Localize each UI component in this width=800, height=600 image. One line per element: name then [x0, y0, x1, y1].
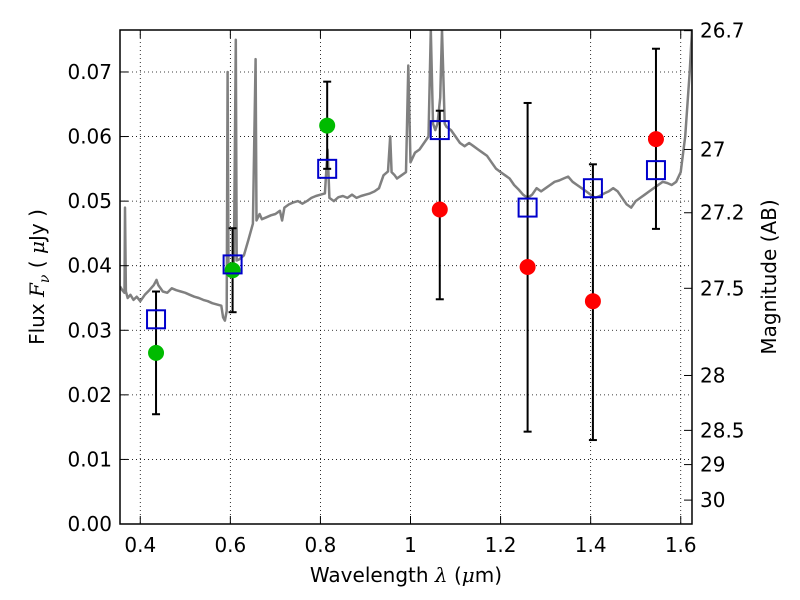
y-axis-ticks: 0.00 0.01 0.02 0.03 0.04 0.05 0.06 0.07 [67, 60, 128, 536]
plot-frame [119, 29, 693, 525]
x-tick-label: 1.6 [665, 533, 697, 557]
plot-area [120, 30, 692, 442]
observed-point [584, 293, 601, 310]
x-tick-label: 1 [404, 533, 417, 557]
observed-point [148, 344, 165, 361]
x-tick-label: 1.2 [485, 533, 517, 557]
y2-axis-ticks: 26.7 27 27.2 27.5 28 28.5 29 30 [684, 19, 745, 512]
y2-tick-label: 26.7 [700, 19, 745, 43]
y2-tick-label: 28 [700, 363, 725, 387]
model-point [429, 120, 450, 141]
model-point [582, 178, 603, 199]
model-point [517, 197, 538, 218]
observed-point [224, 262, 241, 279]
x-tick-label: 0.6 [214, 533, 246, 557]
observed-point [647, 131, 664, 148]
y2-tick-label: 27.2 [700, 201, 745, 225]
model-point [222, 254, 243, 275]
model-point [645, 160, 666, 181]
y-tick-label: 0.07 [67, 60, 112, 84]
observed-point [519, 258, 536, 275]
x-axis-label: Wavelength λ (μm) [310, 563, 502, 587]
y-tick-label: 0.01 [67, 447, 112, 471]
y2-axis-label: Magnitude (AB) [757, 199, 781, 354]
y-axis-label: Flux Fν ( μJy ) [25, 209, 53, 345]
y2-tick-label: 27 [700, 137, 725, 161]
x-tick-label: 0.4 [124, 533, 156, 557]
spectrum-line [120, 30, 692, 322]
x-tick-label: 1.4 [575, 533, 607, 557]
x-tick-label: 0.8 [305, 533, 337, 557]
model-point [317, 158, 338, 179]
y2-tick-label: 29 [700, 453, 725, 477]
model-points [146, 120, 666, 330]
y-tick-label: 0.06 [67, 125, 112, 149]
observed-point [431, 201, 448, 218]
y2-tick-label: 28.5 [700, 418, 745, 442]
observed-point [319, 117, 336, 134]
model-point [146, 309, 167, 330]
y-tick-label: 0.04 [67, 254, 112, 278]
y2-tick-label: 30 [700, 488, 725, 512]
y2-tick-label: 27.5 [700, 276, 745, 300]
y-tick-label: 0.03 [67, 318, 112, 342]
x-axis-ticks: 0.4 0.6 0.8 1 1.2 1.4 1.6 [124, 30, 697, 557]
y-tick-label: 0.00 [67, 512, 112, 536]
y-tick-label: 0.02 [67, 383, 112, 407]
y-tick-label: 0.05 [67, 189, 112, 213]
